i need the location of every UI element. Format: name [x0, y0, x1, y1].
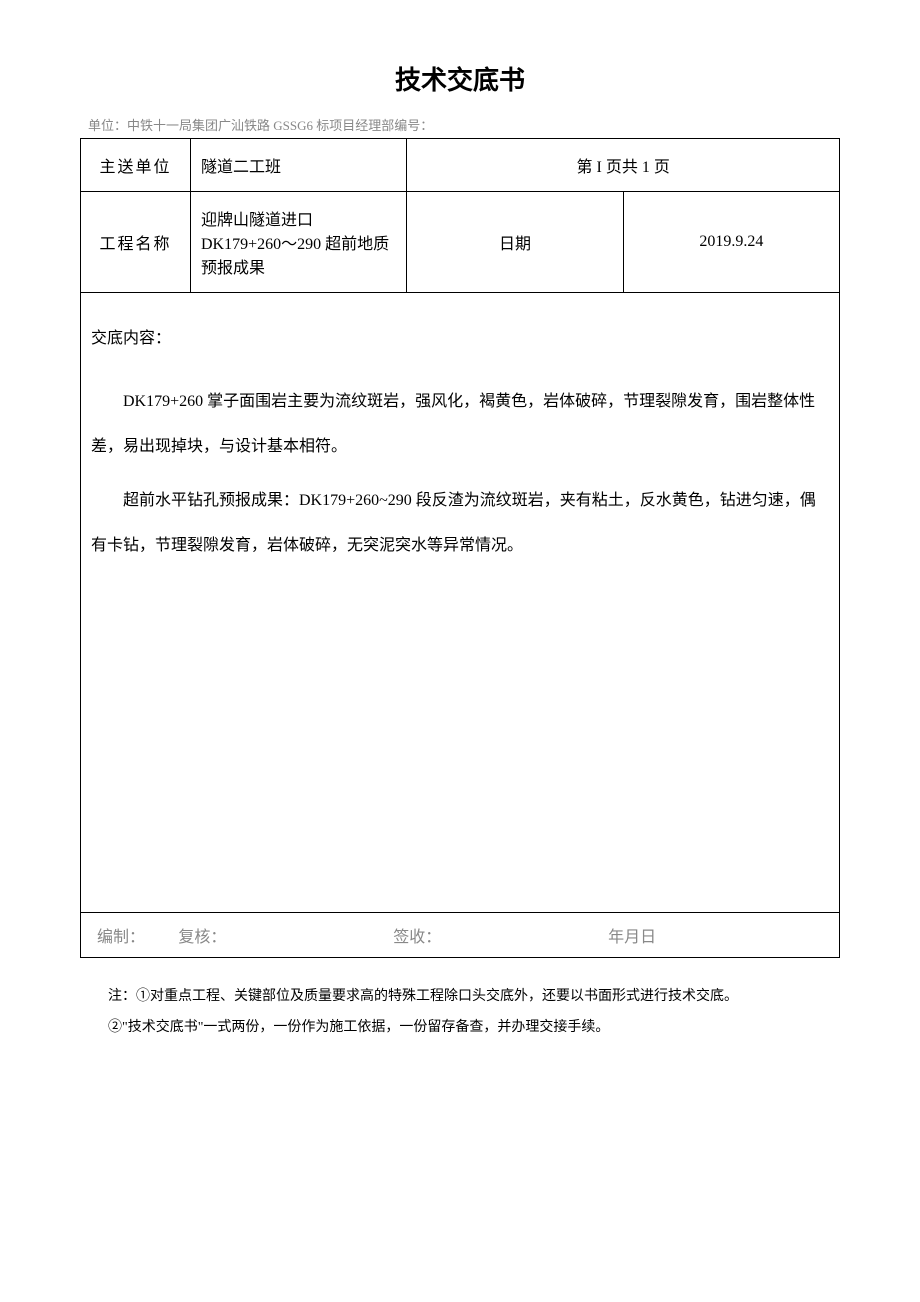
document-title: 技术交底书	[80, 60, 840, 97]
date-label: 日期	[407, 192, 623, 293]
content-cell: 交底内容： DK179+260 掌子面围岩主要为流纹斑岩，强风化，褐黄色，岩体破…	[81, 293, 840, 913]
project-value: 迎牌山隧道进口 DK179+260～290 超前地质预报成果	[191, 192, 407, 293]
received-by-label: 签收：	[393, 923, 608, 947]
footer-cell: 编制： 复核： 签收： 年月日	[81, 913, 840, 958]
project-label: 工程名称	[81, 192, 191, 293]
compiled-by-label: 编制：	[97, 923, 178, 947]
content-paragraph: DK179+260 掌子面围岩主要为流纹斑岩，强风化，褐黄色，岩体破碎，节理裂隙…	[91, 380, 829, 470]
note-item: ②"技术交底书"一式两份，一份作为施工依据，一份留存备查，并办理交接手续。	[108, 1013, 840, 1044]
content-paragraph: 超前水平钻孔预报成果：DK179+260~290 段反渣为流纹斑岩，夹有粘土，反…	[91, 479, 829, 569]
document-table: 主送单位 隧道二工班 第 I 页共 1 页 工程名称 迎牌山隧道进口 DK179…	[80, 138, 840, 958]
recipient-value: 隧道二工班	[191, 139, 407, 192]
date-field-label: 年月日	[608, 923, 823, 947]
reviewed-by-label: 复核：	[178, 923, 393, 947]
content-heading: 交底内容：	[91, 317, 829, 362]
recipient-label: 主送单位	[81, 139, 191, 192]
table-row: 工程名称 迎牌山隧道进口 DK179+260～290 超前地质预报成果 日期 2…	[81, 192, 840, 293]
notes-section: 注：①对重点工程、关键部位及质量要求高的特殊工程除口头交底外，还要以书面形式进行…	[80, 982, 840, 1044]
table-row: 交底内容： DK179+260 掌子面围岩主要为流纹斑岩，强风化，褐黄色，岩体破…	[81, 293, 840, 913]
unit-line: 单位：中铁十一局集团广汕铁路 GSSG6 标项目经理部编号：	[80, 115, 840, 134]
date-value: 2019.9.24	[623, 192, 839, 293]
page-info: 第 I 页共 1 页	[407, 139, 840, 192]
table-row: 编制： 复核： 签收： 年月日	[81, 913, 840, 958]
note-item: 注：①对重点工程、关键部位及质量要求高的特殊工程除口头交底外，还要以书面形式进行…	[108, 982, 840, 1013]
table-row: 主送单位 隧道二工班 第 I 页共 1 页	[81, 139, 840, 192]
